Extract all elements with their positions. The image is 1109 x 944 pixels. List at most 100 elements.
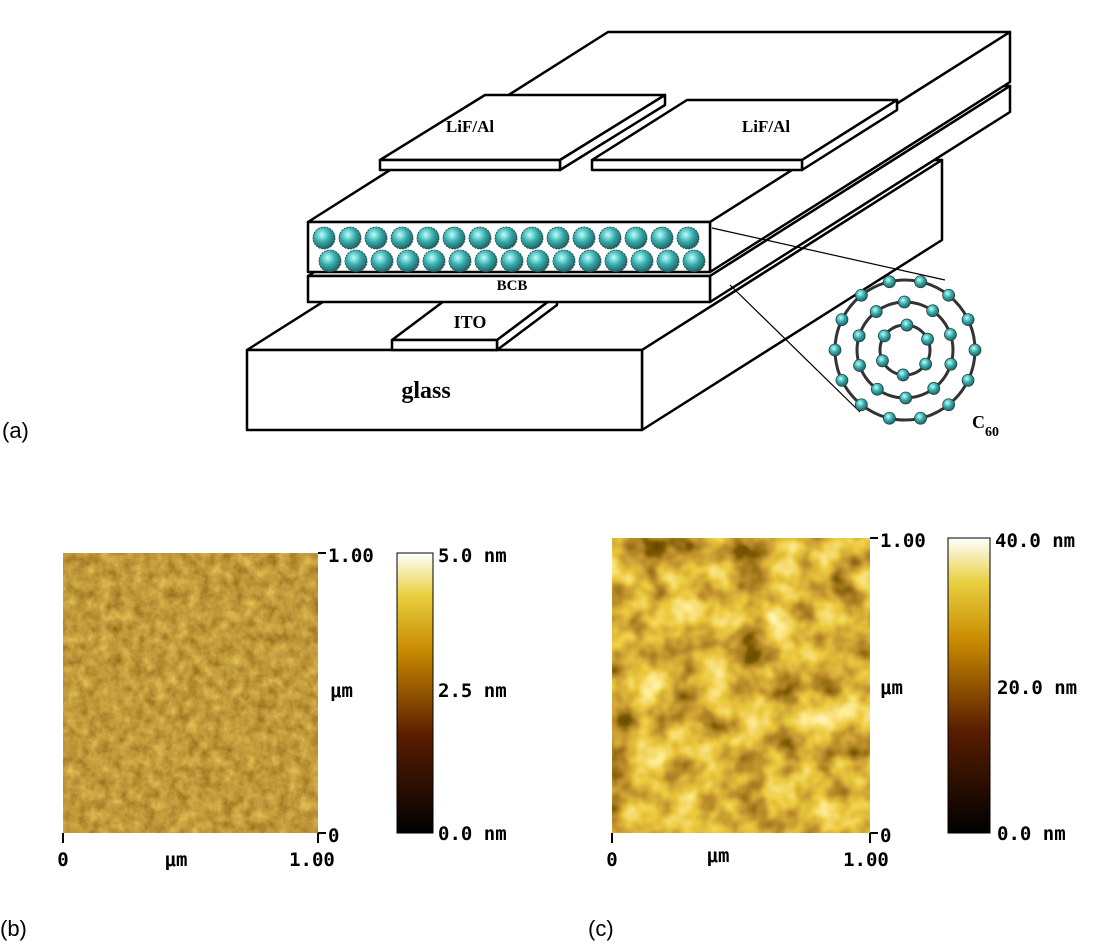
x-start: 0 — [606, 849, 617, 871]
c60-ball — [500, 249, 524, 273]
c60-ball — [370, 249, 394, 273]
colorbar-mid: 2.5 nm — [438, 680, 507, 702]
panel-label: (b) — [0, 916, 27, 941]
c60-ball — [552, 249, 576, 273]
layer-label: glass — [401, 378, 450, 404]
glass-slab — [245, 348, 644, 432]
y-start: 0 — [328, 825, 339, 847]
molecule-atom — [897, 295, 911, 309]
bcb-slab — [306, 274, 712, 304]
colorbar — [396, 552, 434, 834]
c60-ball — [468, 226, 492, 250]
molecule-atom — [914, 411, 927, 425]
c60-ball — [520, 226, 544, 250]
colorbar-bottom: 0.0 nm — [438, 823, 507, 845]
panel-label: (a) — [2, 418, 29, 443]
panel-label: (c) — [588, 916, 614, 941]
molecule-atom — [870, 382, 884, 396]
colorbar-bottom: 0.0 nm — [997, 823, 1066, 845]
y-end: 1.00 — [328, 545, 374, 567]
c60-ball — [338, 226, 362, 250]
c60-ball — [442, 226, 466, 250]
molecule-atom — [899, 391, 913, 405]
molecule-atom — [921, 332, 934, 346]
molecule-atom — [968, 343, 982, 357]
c60-ball — [578, 249, 602, 273]
molecule-atom — [876, 354, 889, 368]
layer-label: BCB — [497, 278, 528, 294]
layer-label: LiF/Al — [446, 117, 494, 136]
molecule-atom — [869, 305, 883, 318]
molecule-atom — [852, 329, 866, 343]
x-unit: μm — [707, 845, 730, 867]
y-end: 1.00 — [880, 530, 926, 552]
layer-label: LiF/Al — [742, 117, 790, 136]
c60-ball — [604, 249, 628, 273]
molecule-atom — [942, 398, 956, 412]
molecule-atom — [896, 368, 910, 382]
c60-ball — [364, 226, 388, 250]
molecule-atom — [914, 275, 927, 289]
c60-ball — [526, 249, 550, 273]
molecule-atom — [919, 357, 933, 371]
molecule-bond — [855, 300, 955, 400]
molecule-atom — [927, 382, 941, 395]
molecule-atom — [854, 398, 868, 412]
molecule-atom — [944, 328, 957, 341]
afm-image — [63, 553, 318, 833]
c60-ball — [474, 249, 498, 273]
molecule-symbol: C — [972, 412, 985, 432]
molecule-atom — [853, 359, 866, 372]
molecule-atom — [854, 288, 868, 302]
colorbar-top: 5.0 nm — [438, 545, 507, 567]
c60-ball — [390, 226, 414, 250]
colorbar — [947, 537, 991, 834]
c60-ball — [676, 226, 700, 250]
x-end: 1.00 — [289, 849, 335, 871]
colorbar-top: 40.0 nm — [995, 530, 1075, 552]
molecule-atom — [883, 411, 896, 425]
afm-image — [612, 538, 870, 833]
c60-ball — [494, 226, 518, 250]
c60-ball — [546, 226, 570, 250]
c60-ball — [396, 249, 420, 273]
c60-ball — [448, 249, 472, 273]
c60-ball — [572, 226, 596, 250]
molecule-atom — [828, 343, 842, 357]
y-start: 0 — [880, 825, 891, 847]
x-start: 0 — [57, 849, 68, 871]
pointer-line — [711, 227, 946, 281]
molecule-label: C60 — [972, 412, 999, 440]
device-schematic — [245, 30, 1012, 432]
x-unit: μm — [165, 849, 188, 871]
c60-ball — [312, 226, 336, 250]
c60-ball — [598, 226, 622, 250]
molecule-atom — [926, 304, 940, 318]
molecule-atom — [877, 329, 891, 343]
molecule-atom — [883, 275, 896, 289]
electrode-slab — [590, 158, 804, 172]
molecule-atom — [961, 313, 975, 327]
molecule-atom — [835, 313, 849, 327]
c60-ball — [318, 249, 342, 273]
x-end: 1.00 — [843, 849, 889, 871]
electrode-slab — [378, 158, 562, 172]
molecule-atom — [961, 373, 975, 387]
molecule-atom — [835, 373, 849, 387]
c60-ball — [682, 249, 706, 273]
c60-ball — [624, 226, 648, 250]
layer-label: ITO — [454, 312, 487, 332]
molecule-atom — [942, 288, 956, 302]
molecule-subscript: 60 — [985, 425, 999, 440]
colorbar-mid: 20.0 nm — [997, 677, 1077, 699]
c60-ball — [422, 249, 446, 273]
molecule-atom — [944, 357, 958, 371]
c60-ball — [344, 249, 368, 273]
c60-ball — [650, 226, 674, 250]
pointer-line — [729, 284, 861, 413]
y-unit: μm — [880, 677, 903, 699]
molecule-atom — [900, 318, 914, 332]
y-unit: μm — [330, 680, 353, 702]
c60-ball — [630, 249, 654, 273]
